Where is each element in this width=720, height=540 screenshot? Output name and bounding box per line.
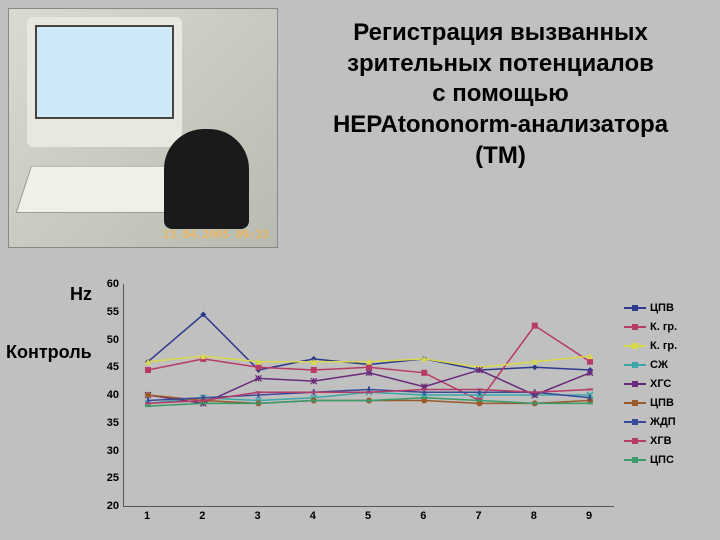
legend-label: ЦПВ xyxy=(650,302,674,314)
legend-swatch xyxy=(624,383,646,385)
x-tick-label: 1 xyxy=(144,510,150,522)
legend-swatch xyxy=(624,421,646,423)
series-marker xyxy=(587,370,593,376)
series-marker xyxy=(532,364,538,370)
legend-item: ХГС xyxy=(624,374,710,393)
plot-area xyxy=(123,284,614,507)
legend-label: ЖДП xyxy=(650,416,676,428)
y-tick-label: 50 xyxy=(107,334,119,346)
title-line: (ТМ) xyxy=(285,141,716,172)
x-axis: 1 2 3 4 5 6 7 8 9 xyxy=(123,508,613,526)
legend-item: К. гр. xyxy=(624,317,710,336)
line-chart: 605550454035302520 123456789 ЦПВК. гр.К.… xyxy=(95,284,710,532)
y-tick-label: 60 xyxy=(107,278,119,290)
slide-title: Регистрация вызванных зрительных потенци… xyxy=(285,18,716,172)
legend-swatch xyxy=(624,364,646,366)
y-tick-label: 20 xyxy=(107,500,119,512)
control-label: Контроль xyxy=(6,342,92,363)
y-axis: 605550454035302520 xyxy=(95,284,121,506)
legend-label: ЦПВ xyxy=(650,397,674,409)
x-tick-label: 7 xyxy=(475,510,481,522)
series-marker xyxy=(587,359,593,365)
legend-label: ХГС xyxy=(650,378,671,390)
x-tick-label: 2 xyxy=(199,510,205,522)
chart-svg xyxy=(124,284,614,506)
legend-item: ЦПВ xyxy=(624,298,710,317)
series-marker xyxy=(145,392,151,398)
series-marker xyxy=(366,370,372,376)
legend-swatch xyxy=(624,326,646,328)
title-line: HEPAtononorm-анализатора xyxy=(285,110,716,141)
series-marker xyxy=(366,364,372,370)
x-tick-label: 4 xyxy=(310,510,316,522)
y-tick-label: 40 xyxy=(107,389,119,401)
analyzer-device-graphic xyxy=(164,129,249,229)
series-marker xyxy=(256,375,262,381)
x-tick-label: 5 xyxy=(365,510,371,522)
legend-swatch xyxy=(624,307,646,309)
y-axis-unit-label: Hz xyxy=(70,284,92,305)
legend-item: ХГВ xyxy=(624,431,710,450)
monitor-graphic xyxy=(27,17,182,147)
series-marker xyxy=(145,367,151,373)
y-tick-label: 30 xyxy=(107,445,119,457)
legend-label: К. гр. xyxy=(650,321,677,333)
series-marker xyxy=(311,367,317,373)
legend-label: ХГВ xyxy=(650,435,672,447)
legend-swatch xyxy=(624,345,646,347)
y-tick-label: 35 xyxy=(107,417,119,429)
title-line: Регистрация вызванных xyxy=(285,18,716,49)
legend-item: К. гр. xyxy=(624,336,710,355)
legend-label: ЦПС xyxy=(650,454,674,466)
photo-timestamp: 13.04.2005 09:23 xyxy=(163,228,269,241)
x-tick-label: 6 xyxy=(420,510,426,522)
legend-item: ЖДП xyxy=(624,412,710,431)
legend-swatch xyxy=(624,402,646,404)
y-tick-label: 45 xyxy=(107,361,119,373)
x-tick-label: 9 xyxy=(586,510,592,522)
y-tick-label: 55 xyxy=(107,306,119,318)
legend-swatch xyxy=(624,459,646,461)
series-marker xyxy=(477,367,483,373)
legend-label: СЖ xyxy=(650,359,668,371)
x-tick-label: 8 xyxy=(531,510,537,522)
equipment-photo: 13.04.2005 09:23 xyxy=(8,8,278,248)
series-marker xyxy=(421,370,427,376)
series-marker xyxy=(532,323,538,329)
x-tick-label: 3 xyxy=(254,510,260,522)
title-line: с помощью xyxy=(285,79,716,110)
legend-item: СЖ xyxy=(624,355,710,374)
legend-swatch xyxy=(624,440,646,442)
series-marker xyxy=(256,364,262,370)
legend-item: ЦПС xyxy=(624,450,710,469)
series-marker xyxy=(311,378,317,384)
legend-label: К. гр. xyxy=(650,340,677,352)
legend: ЦПВ К. гр. К. гр. СЖ ХГС ЦПВ ЖДП ХГВ ЦПС xyxy=(624,298,710,469)
title-line: зрительных потенциалов xyxy=(285,49,716,80)
y-tick-label: 25 xyxy=(107,472,119,484)
legend-item: ЦПВ xyxy=(624,393,710,412)
